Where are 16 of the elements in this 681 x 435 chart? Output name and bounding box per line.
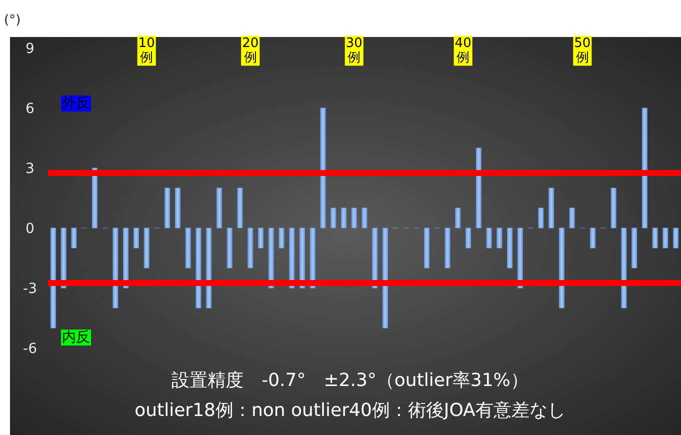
y-axis-title: (°) (4, 13, 21, 28)
annotation: 10 例 (137, 36, 156, 66)
y-tick-label: -3 (23, 281, 37, 297)
annotation: 50 例 (573, 36, 592, 66)
annotation: 設置精度 -0.7° ±2.3°（outlier率31%） (172, 370, 528, 392)
annotation: 30 例 (344, 36, 364, 66)
y-tick-label: 3 (26, 161, 34, 177)
y-tick-label: -6 (23, 341, 38, 357)
y-tick-label: 6 (26, 101, 35, 117)
annotation: outlier18例：non outlier40例：術後JOA有意差なし (134, 400, 566, 422)
annotation: 20 例 (241, 36, 260, 66)
y-tick-label: 0 (26, 221, 34, 237)
y-tick-label: 9 (26, 41, 34, 57)
annotation: 外反 (61, 96, 92, 112)
annotation: 内反 (61, 330, 92, 346)
annotation: 40 例 (454, 36, 472, 66)
